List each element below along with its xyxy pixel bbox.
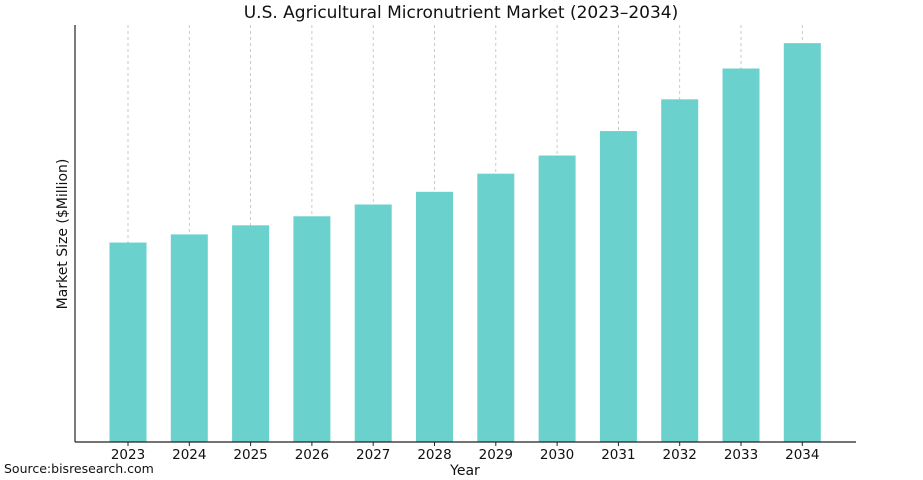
bar-2033 <box>722 68 760 442</box>
x-tick-labels: 2023 2024 2025 2026 2027 2028 2029 2030 2031 2032… <box>111 442 819 463</box>
bar-2029 <box>477 173 515 443</box>
x-tick-label-2026: 2026 <box>295 447 329 463</box>
x-tick-label-2031: 2031 <box>601 447 635 463</box>
x-tick-label-2032: 2032 <box>663 447 697 463</box>
source-note: Source:bisresearch.com <box>4 461 154 476</box>
x-tick-label-2025: 2025 <box>233 447 267 463</box>
x-tick-label-2030: 2030 <box>540 447 574 463</box>
x-tick-label-2024: 2024 <box>172 447 206 463</box>
x-tick-label-2028: 2028 <box>417 447 451 463</box>
x-tick-label-2033: 2033 <box>724 447 758 463</box>
bar-2032 <box>661 99 699 443</box>
x-tick-label-2029: 2029 <box>479 447 513 463</box>
y-axis-label: Market Size ($Million) <box>55 159 71 310</box>
bar-2024 <box>170 234 208 442</box>
bar-2030 <box>538 155 576 442</box>
bar-2026 <box>293 216 331 442</box>
bar-2023 <box>109 242 147 442</box>
bar-2025 <box>232 225 270 442</box>
x-tick-label-2027: 2027 <box>356 447 390 463</box>
bars <box>109 43 821 443</box>
bar-2034 <box>783 43 821 443</box>
gridlines <box>127 25 803 442</box>
bar-2031 <box>599 131 637 442</box>
x-axis-label: Year <box>449 463 480 479</box>
chart-title: U.S. Agricultural Micronutrient Market (… <box>244 3 679 23</box>
bar-2027 <box>354 204 392 442</box>
x-tick-label-2034: 2034 <box>785 447 819 463</box>
x-tick-label-2023: 2023 <box>111 447 145 463</box>
bar-2028 <box>416 191 453 442</box>
